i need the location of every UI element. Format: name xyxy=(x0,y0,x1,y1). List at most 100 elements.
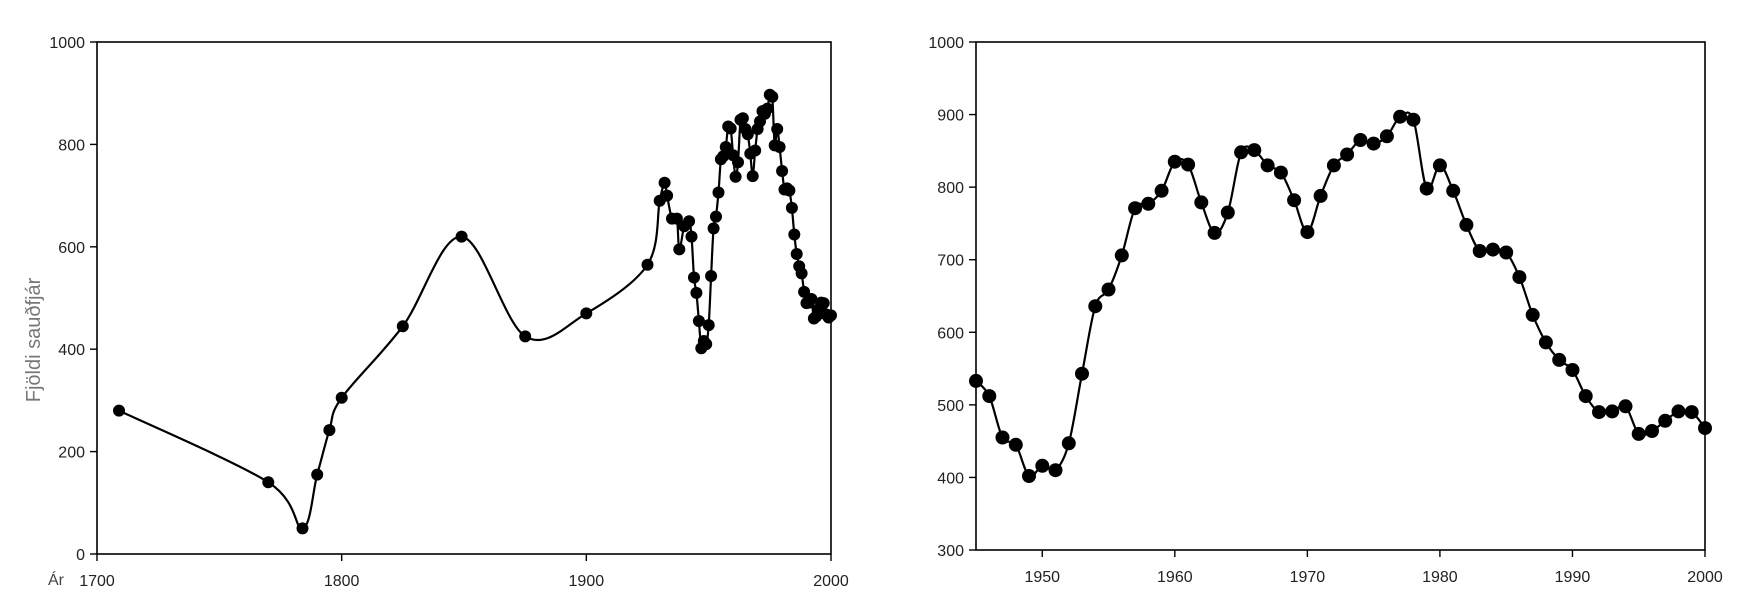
data-point xyxy=(296,522,309,535)
data-point xyxy=(580,307,593,320)
data-point xyxy=(1459,217,1474,232)
x-axis-right: 1950 1960 1970 1980 1990 2000 xyxy=(1024,550,1723,586)
y-tick-label: 1000 xyxy=(49,35,85,52)
data-point xyxy=(736,112,749,125)
data-point xyxy=(788,228,801,241)
y-tick-label: 400 xyxy=(937,470,964,487)
data-point xyxy=(724,122,737,135)
data-point xyxy=(1578,389,1593,404)
data-point xyxy=(690,286,703,299)
data-point xyxy=(1128,201,1143,216)
data-point xyxy=(1605,404,1620,419)
plot-frame-left xyxy=(96,41,832,555)
plot-frame-right xyxy=(975,41,1706,551)
y-tick-label: 0 xyxy=(76,547,85,564)
data-point xyxy=(1446,183,1461,198)
x-tick-label: 1950 xyxy=(1024,569,1060,586)
data-point xyxy=(1472,244,1487,258)
data-point xyxy=(1287,193,1302,208)
data-point xyxy=(700,338,713,351)
data-point xyxy=(1366,136,1381,151)
x-tick-label: 1800 xyxy=(324,573,360,590)
data-point xyxy=(661,189,674,202)
data-point xyxy=(785,201,798,214)
data-point xyxy=(335,391,348,404)
x-tick-label: 1970 xyxy=(1290,569,1326,586)
data-point xyxy=(1618,399,1633,414)
data-point xyxy=(741,128,754,141)
data-point xyxy=(1061,436,1076,451)
data-point xyxy=(685,230,698,243)
data-point xyxy=(1631,426,1646,441)
data-point xyxy=(982,389,997,404)
data-point xyxy=(1658,413,1673,428)
data-point xyxy=(761,102,774,115)
y-axis-right: 300 400 500 600 700 800 900 1000 xyxy=(928,35,976,560)
data-point xyxy=(1247,143,1262,158)
data-point xyxy=(969,373,983,388)
data-point xyxy=(1326,158,1341,173)
x-tick-label: 1900 xyxy=(569,573,605,590)
data-point xyxy=(1048,463,1063,478)
y-axis-label-left: Fjöldi sauðfjár xyxy=(23,277,45,402)
data-point xyxy=(262,476,275,489)
data-point xyxy=(771,123,784,135)
x-axis-left: 1700 1800 1900 2000 xyxy=(79,554,849,590)
series-points-left xyxy=(113,88,837,535)
data-point xyxy=(1114,248,1129,263)
data-point xyxy=(817,297,830,310)
data-point xyxy=(707,222,720,235)
data-point xyxy=(113,404,125,417)
data-point xyxy=(1207,225,1222,240)
data-point xyxy=(519,330,532,343)
data-point xyxy=(1273,165,1288,180)
data-point xyxy=(323,424,336,437)
data-point xyxy=(1698,421,1712,436)
data-point xyxy=(1260,158,1275,173)
data-point xyxy=(1088,299,1103,314)
data-point xyxy=(773,141,786,153)
data-point xyxy=(702,319,715,332)
data-point xyxy=(766,90,779,103)
series-points-right xyxy=(969,109,1712,483)
data-point xyxy=(705,270,718,282)
data-point xyxy=(729,170,742,183)
y-tick-label: 700 xyxy=(937,253,964,270)
data-point xyxy=(673,243,686,256)
x-tick-label: 1990 xyxy=(1555,569,1591,586)
data-point xyxy=(746,170,759,183)
data-point xyxy=(1592,405,1606,420)
data-point xyxy=(1406,112,1421,127)
data-point xyxy=(717,150,730,163)
data-point xyxy=(688,271,700,284)
data-point xyxy=(1684,405,1699,420)
data-point xyxy=(641,258,654,271)
data-point xyxy=(1340,147,1355,162)
data-point xyxy=(712,186,725,199)
data-point xyxy=(1393,109,1408,124)
data-point xyxy=(1035,458,1050,473)
data-point xyxy=(1220,205,1235,220)
y-tick-label: 800 xyxy=(937,180,964,197)
data-point xyxy=(683,215,696,228)
y-tick-label: 400 xyxy=(58,342,85,359)
y-tick-label: 200 xyxy=(58,445,85,462)
x-tick-label: 2000 xyxy=(1687,569,1723,586)
y-axis-left: 0 200 400 600 800 1000 xyxy=(49,35,97,564)
data-point xyxy=(1075,366,1089,381)
x-tick-label: 1960 xyxy=(1157,569,1193,586)
data-point xyxy=(455,230,468,243)
y-tick-label: 1000 xyxy=(928,35,964,52)
data-point xyxy=(1645,424,1659,438)
data-point xyxy=(1154,183,1169,198)
data-point xyxy=(805,293,818,305)
data-point xyxy=(1419,181,1434,196)
data-point xyxy=(1181,157,1196,172)
data-point xyxy=(658,176,671,189)
y-tick-label: 600 xyxy=(58,240,85,257)
data-point xyxy=(1512,270,1527,285)
y-tick-label: 800 xyxy=(58,137,85,154)
data-point xyxy=(1313,188,1328,203)
